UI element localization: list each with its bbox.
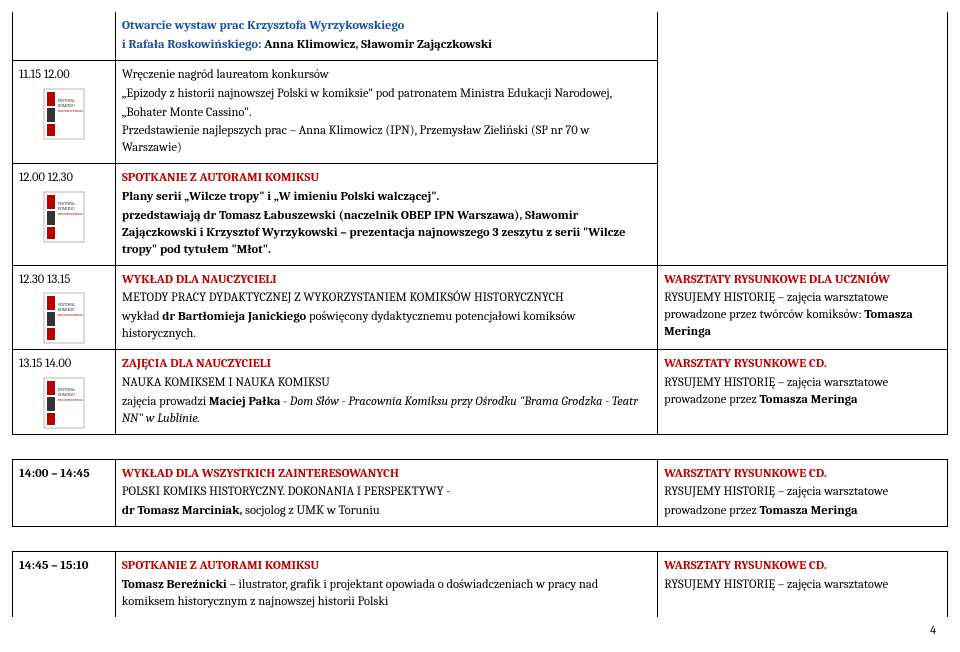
table-row: 12.30 13.15 FESTIWALKOMIKSUHISTORYCZNEGO… — [13, 265, 948, 350]
text-bold: Tomasza Meringa — [759, 393, 857, 407]
time-cell: 14:45 – 15:10 — [13, 552, 116, 617]
festival-logo-icon: FESTIWALKOMIKSUHISTORYCZNEGO — [43, 377, 85, 429]
main-cell: WYKŁAD DLA NAUCZYCIELI METODY PRACY DYDA… — [115, 265, 657, 350]
svg-text:HISTORYCZNEGO: HISTORYCZNEGO — [58, 313, 83, 317]
main-text: Plany serii „Wilcze tropy" i „W imieniu … — [122, 189, 651, 206]
festival-logo-icon: FESTIWALKOMIKSUHISTORYCZNEGO — [43, 88, 85, 140]
main-cell: ZAJĘCIA DLA NAUCZYCIELI NAUKA KOMIKSEM I… — [115, 350, 657, 435]
main-cell: Wręczenie nagród laureatom konkursów „Ep… — [115, 60, 657, 163]
header-line2-prefix: i Rafała Roskowińskiego: — [122, 38, 264, 52]
header-line2-rest: Anna Klimowicz, Sławomir Zajączkowski — [264, 38, 492, 52]
side-cell: WARSZTATY RYSUNKOWE CD. RYSUJEMY HISTORI… — [658, 552, 948, 617]
main-cell: SPOTKANIE Z AUTORAMI KOMIKSU Tomasz Bere… — [115, 552, 657, 617]
header-line1: Otwarcie wystaw prac Krzysztofa Wyrzykow… — [122, 19, 404, 33]
svg-text:KOMIKSU: KOMIKSU — [58, 103, 75, 108]
time-text: 14:00 – 14:45 — [19, 466, 109, 483]
time-text: 13.15 14.00 — [19, 356, 109, 373]
time-cell: 12.30 13.15 FESTIWALKOMIKSUHISTORYCZNEGO — [13, 265, 116, 350]
side-text: prowadzone przez Tomasza Meringa — [664, 503, 941, 520]
spacer — [13, 527, 948, 552]
time-text: 11.15 12.00 — [19, 67, 109, 84]
side-heading: WARSZTATY RYSUNKOWE CD. — [664, 356, 941, 373]
main-cell: Otwarcie wystaw prac Krzysztofa Wyrzykow… — [115, 12, 657, 60]
side-heading: WARSZTATY RYSUNKOWE DLA UCZNIÓW — [664, 272, 941, 289]
main-text: wykład dr Bartłomieja Janickiego poświęc… — [122, 309, 651, 343]
main-text: POLSKI KOMIKS HISTORYCZNY. DOKONANIA I P… — [122, 484, 651, 501]
time-cell: 14:00 – 14:45 — [13, 459, 116, 527]
text-bold: Maciej Pałka — [209, 395, 280, 409]
text-bold: Tomasz Bereźnicki — [122, 578, 227, 592]
side-text: RYSUJEMY HISTORIĘ – zajęcia warsztatowe … — [664, 290, 941, 341]
main-text: METODY PRACY DYDAKTYCZNEJ Z WYKORZYSTANI… — [122, 290, 651, 307]
text: wykład — [122, 310, 162, 324]
text-bold: Tomasza Meringa — [759, 504, 857, 518]
main-heading: WYKŁAD DLA WSZYSTKICH ZAINTERESOWANYCH — [122, 466, 651, 483]
table-row: Otwarcie wystaw prac Krzysztofa Wyrzykow… — [13, 12, 948, 60]
schedule-table: Otwarcie wystaw prac Krzysztofa Wyrzykow… — [12, 12, 948, 617]
svg-text:KOMIKSU: KOMIKSU — [58, 307, 75, 312]
main-heading: ZAJĘCIA DLA NAUCZYCIELI — [122, 356, 651, 373]
side-text: RYSUJEMY HISTORIĘ – zajęcia warsztatowe — [664, 484, 941, 501]
page-number: 4 — [12, 617, 948, 637]
spacer-row — [13, 434, 948, 459]
main-text: NAUKA KOMIKSEM I NAUKA KOMIKSU — [122, 375, 651, 392]
main-text: zajęcia prowadzi Maciej Pałka - Dom Słów… — [122, 394, 651, 428]
main-text: przedstawiają dr Tomasz Łabuszewski (nac… — [122, 208, 651, 259]
side-cell: WARSZTATY RYSUNKOWE DLA UCZNIÓW RYSUJEMY… — [658, 265, 948, 350]
side-text: RYSUJEMY HISTORIĘ – zajęcia warsztatowe — [664, 577, 941, 594]
time-cell: 12.00 12.30 FESTIWALKOMIKSUHISTORYCZNEGO — [13, 164, 116, 265]
table-row: 14:45 – 15:10 SPOTKANIE Z AUTORAMI KOMIK… — [13, 552, 948, 617]
svg-text:HISTORYCZNEGO: HISTORYCZNEGO — [58, 398, 83, 402]
text: RYSUJEMY HISTORIĘ – zajęcia warsztatowe … — [664, 291, 888, 322]
time-text: 12.00 12.30 — [19, 170, 109, 187]
main-cell: SPOTKANIE Z AUTORAMI KOMIKSU Plany serii… — [115, 164, 657, 265]
main-heading: WYKŁAD DLA NAUCZYCIELI — [122, 272, 651, 289]
spacer-row — [13, 527, 948, 552]
time-text: 14:45 – 15:10 — [19, 558, 109, 575]
side-cell: WARSZTATY RYSUNKOWE CD. RYSUJEMY HISTORI… — [658, 350, 948, 435]
main-heading: SPOTKANIE Z AUTORAMI KOMIKSU — [122, 170, 651, 187]
time-cell: 13.15 14.00 FESTIWALKOMIKSUHISTORYCZNEGO — [13, 350, 116, 435]
festival-logo-icon: FESTIWALKOMIKSUHISTORYCZNEGO — [43, 292, 85, 344]
side-heading: WARSZTATY RYSUNKOWE CD. — [664, 558, 941, 575]
side-cell: WARSZTATY RYSUNKOWE CD. RYSUJEMY HISTORI… — [658, 459, 948, 527]
text: zajęcia prowadzi — [122, 395, 209, 409]
main-heading: SPOTKANIE Z AUTORAMI KOMIKSU — [122, 558, 651, 575]
side-text: RYSUJEMY HISTORIĘ – zajęcia warsztatowe … — [664, 375, 941, 409]
time-text: 12.30 13.15 — [19, 272, 109, 289]
main-text: Wręczenie nagród laureatom konkursów — [122, 67, 651, 84]
main-text: Tomasz Bereźnicki – ilustrator, grafik i… — [122, 577, 651, 611]
side-heading: WARSZTATY RYSUNKOWE CD. — [664, 466, 941, 483]
text-bold: dr Tomasz Marciniak, — [122, 504, 243, 518]
text-bold: dr Bartłomieja Janickiego — [162, 310, 306, 324]
table-row: 14:00 – 14:45 WYKŁAD DLA WSZYSTKICH ZAIN… — [13, 459, 948, 527]
festival-logo-icon: FESTIWALKOMIKSUHISTORYCZNEGO — [43, 191, 85, 243]
main-text: Przedstawienie najlepszych prac – Anna K… — [122, 123, 651, 157]
svg-text:HISTORYCZNEGO: HISTORYCZNEGO — [58, 109, 83, 113]
main-text: dr Tomasz Marciniak, socjolog z UMK w To… — [122, 503, 651, 520]
main-cell: WYKŁAD DLA WSZYSTKICH ZAINTERESOWANYCH P… — [115, 459, 657, 527]
main-text: „Bohater Monte Cassino". — [122, 105, 651, 122]
text: socjolog z UMK w Toruniu — [242, 504, 379, 518]
svg-text:HISTORYCZNEGO: HISTORYCZNEGO — [58, 212, 83, 216]
main-text: „Epizody z historii najnowszej Polski w … — [122, 86, 651, 103]
svg-text:KOMIKSU: KOMIKSU — [58, 392, 75, 397]
table-row: 13.15 14.00 FESTIWALKOMIKSUHISTORYCZNEGO… — [13, 350, 948, 435]
time-cell: 11.15 12.00 FESTIWALKOMIKSUHISTORYCZNEGO — [13, 60, 116, 163]
svg-text:KOMIKSU: KOMIKSU — [58, 206, 75, 211]
spacer — [13, 434, 948, 459]
time-cell — [13, 12, 116, 60]
side-cell-empty — [658, 12, 948, 265]
text: prowadzone przez — [664, 504, 759, 518]
